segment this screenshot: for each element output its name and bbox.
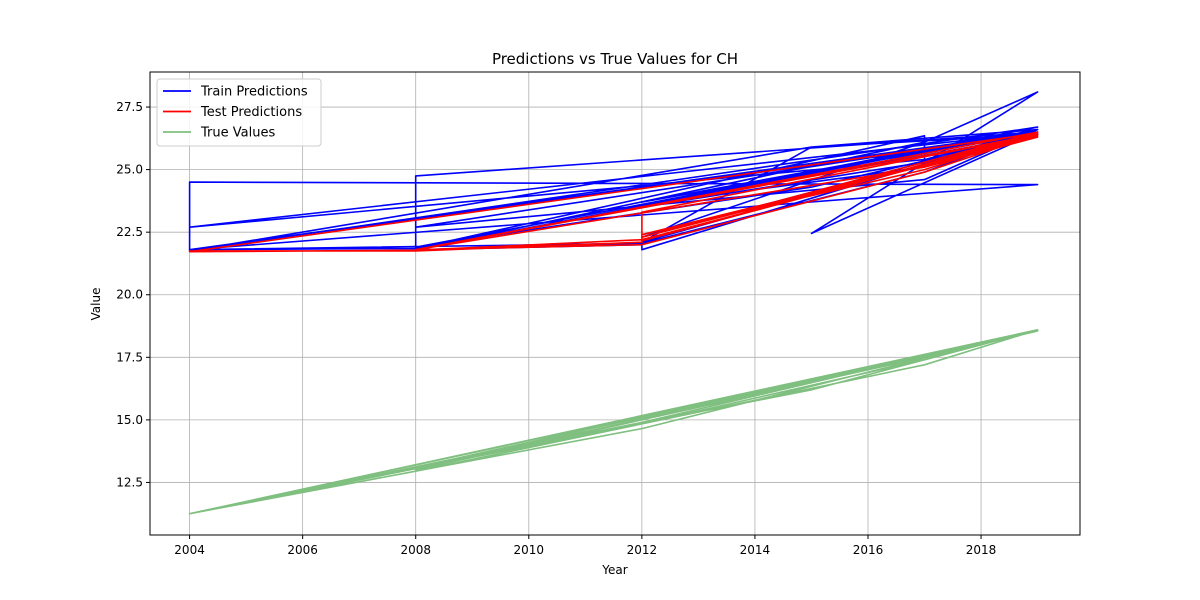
x-axis-label: Year xyxy=(601,563,627,577)
x-tick-label: 2010 xyxy=(514,543,545,557)
y-tick-label: 15.0 xyxy=(116,413,143,427)
x-tick-label: 2018 xyxy=(966,543,997,557)
y-tick-label: 20.0 xyxy=(116,288,143,302)
legend-label: Train Predictions xyxy=(200,85,308,100)
x-tick-label: 2004 xyxy=(174,543,205,557)
legend-label: Test Predictions xyxy=(200,105,302,120)
chart-title: Predictions vs True Values for CH xyxy=(492,50,738,68)
x-tick-label: 2016 xyxy=(853,543,884,557)
x-tick-label: 2014 xyxy=(740,543,771,557)
x-tick-label: 2008 xyxy=(400,543,431,557)
x-tick-label: 2012 xyxy=(627,543,658,557)
y-tick-label: 12.5 xyxy=(116,475,143,489)
y-tick-label: 17.5 xyxy=(116,350,143,364)
y-tick-label: 27.5 xyxy=(116,100,143,114)
y-tick-label: 25.0 xyxy=(116,163,143,177)
x-tick-label: 2006 xyxy=(287,543,318,557)
y-axis-label: Value xyxy=(89,288,103,321)
legend-label: True Values xyxy=(200,126,275,141)
legend: Train Predictions Test Predictions True Va… xyxy=(157,79,321,146)
y-tick-label: 22.5 xyxy=(116,225,143,239)
